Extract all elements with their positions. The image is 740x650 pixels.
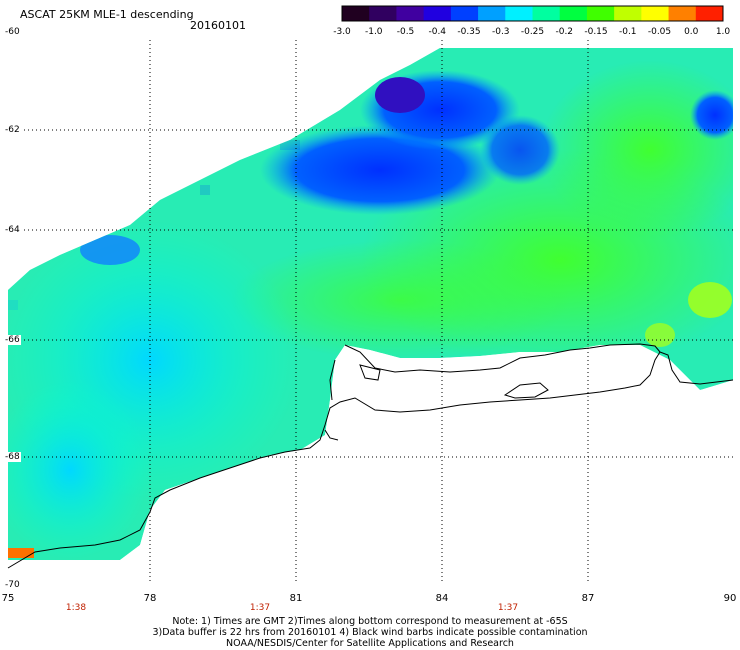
colorbar-swatch	[695, 6, 724, 21]
colorbar-swatch	[342, 6, 370, 21]
time-label: 1:37	[249, 603, 271, 613]
time-label: 1:38	[65, 603, 87, 613]
colorbar-tick-label: 1.0	[715, 27, 731, 37]
note-line-2: 3)Data buffer is 22 hrs from 20160101 4)…	[152, 627, 588, 638]
lat-label: -62	[4, 125, 21, 135]
lon-label: 78	[143, 593, 157, 604]
colorbar-tick-label: -0.05	[647, 27, 672, 37]
colorbar-swatch	[559, 6, 588, 21]
time-label: 1:37	[497, 603, 519, 613]
colorbar-swatch	[478, 6, 506, 21]
colorbar-swatch	[450, 6, 479, 21]
edge-pixel-west	[8, 548, 34, 558]
graticule	[8, 40, 733, 582]
colorbar-tick-label: -0.4	[428, 27, 447, 37]
lat-label: -66	[4, 335, 21, 345]
map-title: ASCAT 25KM MLE-1 descending	[20, 8, 194, 21]
colorbar	[341, 5, 724, 22]
colorbar-swatch	[505, 6, 533, 21]
lon-label: 84	[435, 593, 449, 604]
land-mask	[8, 345, 733, 582]
colorbar-tick-label: 0.0	[684, 27, 699, 37]
lat-label: -60	[4, 27, 21, 37]
colorbar-tick-label: -1.0	[364, 27, 383, 37]
colorbar-tick-label: -0.5	[396, 27, 415, 37]
coastline	[7, 351, 734, 569]
colorbar-tick-label: -0.15	[584, 27, 608, 37]
colorbar-tick-label: -0.25	[520, 27, 545, 37]
map-date: 20160101	[190, 19, 246, 32]
lon-label: 81	[289, 593, 303, 604]
lat-label: -64	[4, 225, 21, 235]
note-line-1: Note: 1) Times are GMT 2)Times along bot…	[172, 616, 568, 627]
colorbar-tick-label: -0.35	[457, 27, 481, 37]
colorbar-tick-label: -3.0	[333, 27, 351, 37]
lat-label: -70	[4, 580, 21, 590]
colorbar-tick-label: -0.1	[618, 27, 637, 37]
colorbar-swatch	[423, 6, 452, 21]
colorbar-tick-label: -0.3	[491, 27, 510, 37]
note-line-3: NOAA/NESDIS/Center for Satellite Applica…	[226, 638, 514, 649]
lon-label: 87	[581, 593, 595, 604]
colorbar-swatch	[586, 6, 615, 21]
colorbar-swatch	[369, 6, 397, 21]
colorbar-tick-label: -0.2	[555, 27, 574, 37]
colorbar-swatch	[668, 6, 697, 21]
colorbar-swatch	[641, 6, 670, 21]
colorbar-swatch	[396, 6, 425, 21]
lon-label: 75	[1, 593, 15, 604]
colorbar-swatch	[532, 6, 561, 21]
colorbar-frame	[341, 5, 724, 22]
lat-label: -68	[4, 452, 21, 462]
colorbar-swatch	[614, 6, 642, 21]
lon-label: 90	[723, 593, 737, 604]
